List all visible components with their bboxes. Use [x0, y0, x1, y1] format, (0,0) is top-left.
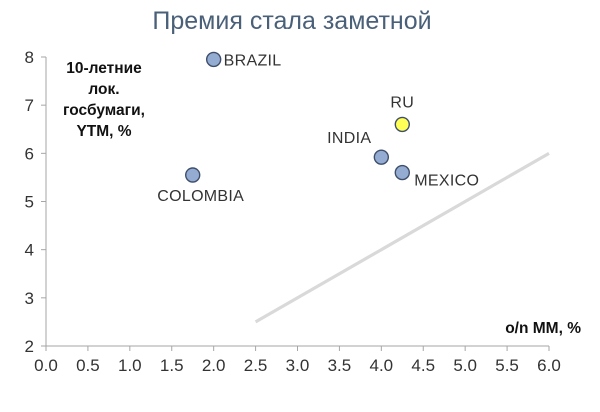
x-axis-label: o/n MM, %	[505, 320, 581, 337]
y-tick-label: 7	[25, 96, 34, 115]
x-tick-label: 2.5	[244, 356, 268, 375]
y-tick-label: 5	[25, 193, 34, 212]
point-ru	[394, 116, 410, 133]
x-tick-label: 3.0	[286, 356, 310, 375]
x-tick-label: 4.5	[411, 356, 435, 375]
y-axis-label-line: госбумаги,	[63, 102, 145, 119]
x-tick-label: 1.5	[160, 356, 184, 375]
point-india	[373, 149, 390, 165]
x-tick-label: 5.5	[495, 356, 519, 375]
x-tick-label: 5.0	[453, 356, 477, 375]
x-tick-label: 6.0	[537, 356, 561, 375]
y-tick-label: 2	[25, 337, 34, 356]
point-colombia	[185, 167, 201, 183]
y-axis-label-line: лок.	[88, 81, 119, 98]
point-brazil	[205, 51, 222, 68]
axes: 0.0 0.5 1.0 1.5 2.0 2.5 3.0 3.5 4.0 4.5 5.0 5.5 6.0 2…	[25, 48, 561, 375]
y-tick-label: 8	[25, 48, 34, 67]
reference-line	[254, 151, 550, 324]
point-label-india: INDIA	[327, 130, 371, 147]
y-tick-label: 4	[25, 241, 34, 260]
y-tick-label: 3	[25, 289, 34, 308]
point-label-ru: RU	[390, 94, 414, 111]
y-axis-label-line: YTM, %	[76, 123, 131, 140]
point-label-mexico: MEXICO	[414, 173, 479, 190]
point-label-brazil: BRAZIL	[224, 52, 282, 69]
x-tick-label: 2.0	[202, 356, 226, 375]
y-tick-label: 6	[25, 144, 34, 163]
x-tick-label: 3.5	[328, 356, 352, 375]
data-points: BRAZIL COLOMBIA INDIA MEXICO RU	[157, 51, 479, 205]
chart-title: Премия стала заметной	[152, 7, 431, 35]
x-tick-label: 4.0	[370, 356, 394, 375]
y-axis-label-line: 10-летние	[66, 60, 142, 77]
x-tick-label: 0.5	[76, 356, 100, 375]
x-tick-label: 0.0	[34, 356, 58, 375]
x-tick-label: 1.0	[118, 356, 142, 375]
point-label-colombia: COLOMBIA	[157, 188, 244, 205]
reference-line-layer	[254, 151, 550, 324]
point-mexico	[394, 164, 410, 181]
y-axis-label: 10-летние лок. госбумаги, YTM, %	[63, 60, 145, 140]
